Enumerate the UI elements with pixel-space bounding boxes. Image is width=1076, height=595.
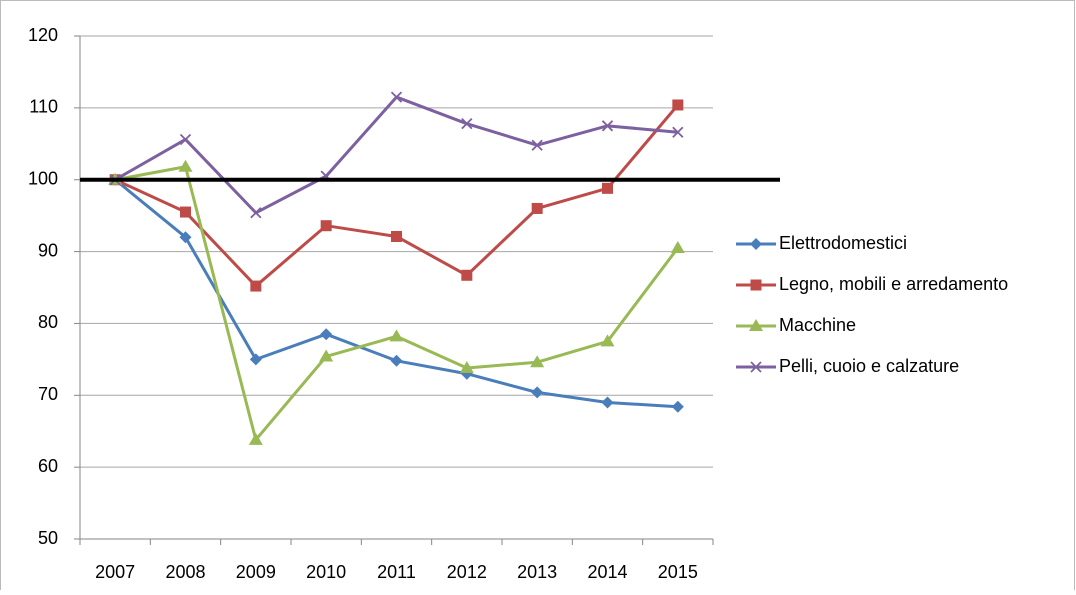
marker [179, 133, 192, 146]
legend-label: Elettrodomestici [779, 233, 907, 253]
marker [180, 206, 191, 218]
legend-entry: Legno, mobili e arredamento [736, 274, 1008, 294]
x-tick-label: 2014 [587, 562, 627, 582]
marker [672, 126, 684, 138]
marker [459, 360, 474, 373]
series-line [114, 95, 678, 215]
x-tick-label: 2008 [165, 562, 205, 582]
x-tick-label: 2011 [377, 562, 416, 582]
y-tick-label: 70 [38, 384, 58, 404]
x-tick-label: 2012 [447, 562, 487, 582]
marker [671, 400, 684, 413]
x-tick-label: 2009 [236, 562, 276, 582]
y-tick-label: 100 [28, 168, 58, 188]
y-tick-label: 60 [38, 456, 58, 476]
legend-entry: Macchine [736, 315, 856, 335]
legend-entry: Pelli, cuoio e calzature [736, 356, 959, 376]
legend-label: Macchine [779, 315, 856, 335]
x-tick-label: 2010 [306, 562, 346, 582]
marker [178, 159, 193, 172]
marker [390, 91, 403, 103]
x-tick-label: 2013 [517, 562, 557, 582]
legend-marker [750, 238, 762, 250]
x-tick-label: 2007 [95, 562, 135, 582]
marker [179, 231, 192, 244]
legend-entry: Elettrodomestici [736, 233, 907, 253]
y-tick-label: 90 [38, 240, 58, 260]
y-tick-label: 80 [38, 312, 58, 332]
marker [672, 99, 684, 111]
marker [531, 202, 543, 214]
marker [461, 269, 473, 281]
marker [390, 354, 403, 367]
marker [391, 230, 402, 242]
marker [461, 118, 473, 130]
marker [601, 396, 614, 409]
marker [670, 240, 685, 253]
marker [320, 328, 333, 341]
y-tick-label: 120 [28, 25, 58, 45]
legend-marker [749, 319, 763, 331]
marker [250, 207, 262, 219]
legend-marker [750, 279, 762, 291]
x-tick-label: 2015 [658, 562, 698, 582]
marker [601, 120, 614, 132]
series-line [114, 178, 678, 409]
marker [602, 182, 613, 194]
y-tick-label: 110 [29, 97, 58, 117]
marker [250, 280, 262, 292]
marker [600, 334, 615, 347]
y-tick-label: 50 [38, 528, 58, 548]
marker [320, 220, 332, 232]
marker [248, 432, 263, 445]
marker [531, 386, 544, 399]
legend-marker [750, 361, 762, 373]
legend-label: Pelli, cuoio e calzature [779, 356, 959, 376]
legend-label: Legno, mobili e arredamento [779, 274, 1008, 294]
marker [530, 355, 545, 368]
series-line [114, 165, 680, 442]
marker [319, 349, 334, 362]
marker [249, 353, 262, 366]
marker [531, 139, 543, 151]
marker [389, 329, 404, 342]
